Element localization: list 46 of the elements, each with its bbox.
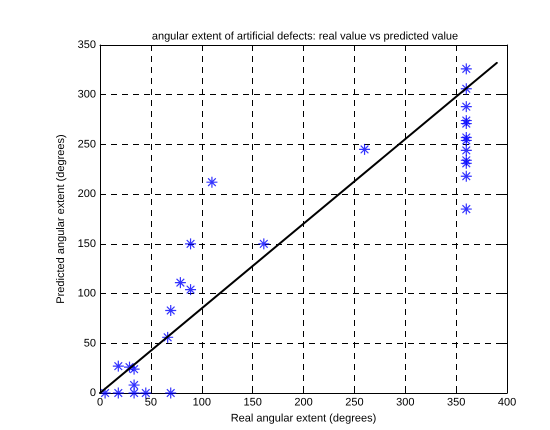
y-tick-label: 250 bbox=[78, 138, 96, 150]
x-tick-label: 50 bbox=[144, 396, 157, 408]
point bbox=[460, 144, 472, 156]
point bbox=[112, 360, 124, 372]
point bbox=[128, 386, 140, 400]
point bbox=[206, 176, 218, 188]
x-tick-label: 250 bbox=[345, 396, 364, 408]
point bbox=[174, 276, 186, 289]
point bbox=[460, 157, 472, 170]
point bbox=[140, 386, 152, 400]
point bbox=[460, 100, 472, 113]
x-axis-title: Real angular extent (degrees) bbox=[230, 412, 376, 424]
point bbox=[460, 134, 472, 147]
point bbox=[164, 304, 177, 317]
x-tick-label: 150 bbox=[243, 396, 262, 408]
x-tick-label: 100 bbox=[192, 396, 211, 408]
x-tick-label: 200 bbox=[294, 396, 313, 408]
point bbox=[460, 114, 472, 127]
y-tick-label: 150 bbox=[78, 238, 96, 250]
x-tick-label: 300 bbox=[396, 396, 414, 408]
point bbox=[184, 283, 197, 296]
y-tick-label: 200 bbox=[78, 188, 96, 200]
point bbox=[162, 331, 174, 344]
y-tick-label: 0 bbox=[90, 387, 96, 399]
point bbox=[460, 117, 472, 130]
x-tick-label: 350 bbox=[446, 396, 466, 408]
x-tick-label: 0 bbox=[96, 396, 104, 408]
point bbox=[460, 170, 472, 182]
point bbox=[128, 378, 140, 392]
point bbox=[460, 154, 472, 166]
point bbox=[112, 386, 124, 400]
y-tick-label: 50 bbox=[84, 337, 96, 350]
point bbox=[258, 238, 270, 250]
x-tick-label: 400 bbox=[498, 396, 516, 408]
point bbox=[460, 62, 472, 75]
point bbox=[460, 202, 472, 216]
point bbox=[460, 82, 472, 95]
y-tick-label: 350 bbox=[78, 39, 96, 51]
point bbox=[164, 386, 177, 400]
point bbox=[358, 143, 371, 156]
point bbox=[460, 131, 472, 144]
point bbox=[184, 238, 197, 250]
y-axis-title: Predicted angular extent (degrees) bbox=[55, 134, 68, 304]
y-tick-label: 300 bbox=[78, 88, 96, 101]
chart-title: angular extent of artificial defects: real value vs predicted value bbox=[152, 30, 458, 42]
y-tick-label: 100 bbox=[78, 288, 96, 300]
